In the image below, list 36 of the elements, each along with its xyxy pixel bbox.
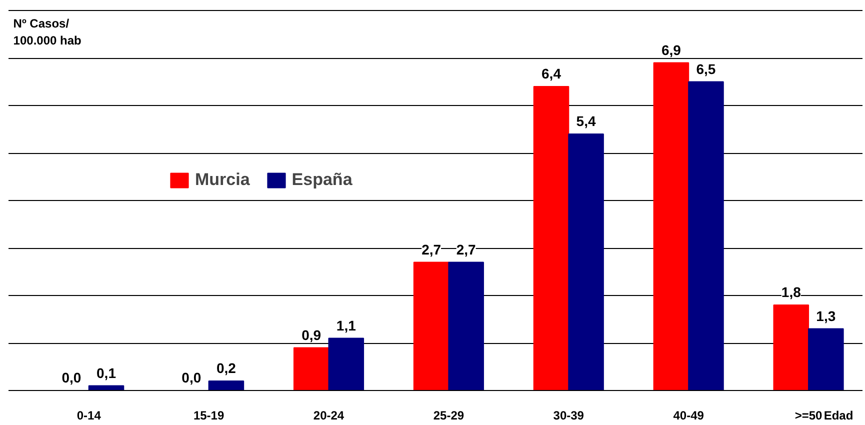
x-tick-label: 30-39 — [553, 408, 584, 422]
x-tick-label: 15-19 — [193, 408, 224, 422]
bar — [808, 328, 844, 390]
data-label: 2,7 — [456, 241, 476, 258]
data-label: 0,0 — [62, 370, 82, 386]
bar — [448, 262, 484, 390]
x-tick-label: 20-24 — [313, 408, 344, 422]
bar — [413, 262, 450, 390]
data-label: 1,3 — [816, 308, 836, 324]
legend-label: España — [292, 170, 352, 190]
data-label: 0,0 — [182, 370, 202, 386]
data-label: 5,4 — [576, 113, 596, 129]
data-label: 6,4 — [542, 66, 562, 82]
data-label: 0,9 — [302, 326, 322, 343]
x-tick-label: 25-29 — [433, 408, 464, 422]
bar — [533, 86, 570, 390]
bar — [688, 81, 724, 390]
data-label: 1,1 — [336, 317, 356, 334]
y-axis-title: Nº Casos/ 100.000 hab — [13, 16, 82, 48]
x-tick-label: >=50 — [794, 408, 823, 422]
data-label: 6,9 — [661, 42, 682, 58]
data-label: 0,1 — [96, 364, 116, 381]
x-tick-label: 40-49 — [673, 408, 704, 422]
data-label: 1,8 — [781, 284, 802, 300]
bar — [653, 62, 690, 390]
bar — [773, 304, 810, 390]
data-label: 0,2 — [216, 360, 236, 376]
bar — [293, 347, 330, 390]
x-axis-title: Edad — [824, 408, 854, 422]
x-tick-label: 0-14 — [76, 408, 102, 422]
bar — [568, 134, 604, 390]
bar — [328, 338, 364, 390]
bar — [208, 380, 244, 390]
legend-label: Murcia — [195, 170, 250, 190]
data-label: 6,5 — [696, 60, 716, 77]
data-label: 2,7 — [422, 241, 442, 258]
